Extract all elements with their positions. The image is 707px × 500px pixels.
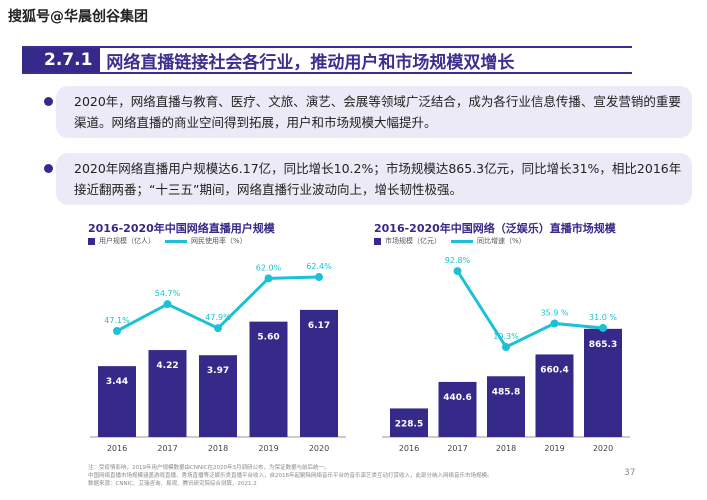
bar (438, 381, 477, 437)
bar-label: 4.22 (156, 361, 178, 371)
legend-bar-swatch (374, 237, 381, 245)
page-title: 网络直播链接社会各行业，推动用户和市场规模双增长 (106, 52, 515, 73)
bar (300, 309, 338, 437)
watermark: 搜狐号@华晨创谷集团 (8, 9, 148, 25)
legend-line-swatch (165, 239, 187, 243)
line-point (163, 300, 172, 309)
line-label: 35.9 % (541, 308, 569, 317)
bar-label: 440.6 (443, 393, 471, 403)
x-tick-label: 2019 (258, 444, 278, 453)
footnote: 中国网络直播市场规模涵盖游戏直播、秀场直播等泛娱乐类直播平台收入，自2018年起… (88, 473, 493, 479)
footnotes: 注：受疫情影响，2019年用户规模数据由CNNIC在2020年3月调研公布，为保… (88, 464, 608, 488)
legend-bar-label: 用户规模（亿人） (99, 237, 155, 245)
x-tick-label: 2019 (544, 444, 564, 453)
line-point (113, 327, 121, 335)
legend-line-label: 网民使用率（%） (191, 237, 247, 245)
x-tick-label: 2016 (107, 444, 127, 453)
line-point (315, 272, 323, 281)
bullet-2: 2020年网络直播用户规模达6.17亿，同比增长10.2%；市场规模达865.3… (44, 153, 692, 205)
x-tick-label: 2020 (309, 444, 329, 453)
line-series (456, 270, 604, 349)
chart-title-market: 2016-2020年中国网络（泛娱乐）直播市场规模 (374, 222, 616, 235)
line-point (502, 343, 510, 351)
bar-label: 3.44 (106, 377, 128, 387)
line-label: 47.9% (205, 313, 231, 322)
line-label: 62.4% (306, 262, 332, 271)
legend-bar-label: 市场规模（亿元） (385, 237, 441, 245)
bar (487, 376, 525, 437)
line-label: 31.0 % (589, 313, 617, 322)
legend-market: 市场规模（亿元） 同比增速（%） (374, 236, 526, 246)
line-point (599, 323, 607, 332)
line-label: 54.7% (155, 289, 181, 298)
footnote: 数据来源：CNNIC、艾瑞咨询、易观、腾讯研究院综合测算，2021.2 (88, 481, 257, 487)
bullet-1: 2020年，网络直播与教育、医疗、文旅、演艺、会展等领域广泛结合，成为各行业信息… (44, 86, 692, 138)
legend-line-swatch (451, 239, 473, 243)
x-tick-label: 2017 (447, 444, 467, 453)
bar (249, 321, 288, 437)
line-label: 47.1% (104, 316, 130, 325)
legend-bar-swatch (88, 237, 95, 245)
bar-label: 660.4 (540, 365, 568, 375)
bar (148, 350, 187, 437)
bar-label: 485.8 (492, 387, 520, 397)
legend-line-label: 同比增速（%） (477, 237, 526, 245)
chart-title-users: 2016-2020年中国网络直播用户规模 (88, 222, 275, 235)
x-tick-label: 2020 (593, 444, 613, 453)
page-number: 37 (624, 468, 636, 478)
bar (98, 366, 136, 437)
section-header: 2.7.1 网络直播链接社会各行业，推动用户和市场规模双增长 (22, 46, 632, 74)
bar-label: 228.5 (395, 419, 423, 429)
line-point (550, 319, 559, 328)
bar-label: 3.97 (207, 366, 229, 376)
bar (199, 355, 237, 437)
x-tick-label: 2017 (157, 444, 177, 453)
bar (584, 328, 622, 437)
line-label: 62.0% (256, 263, 282, 272)
line-point (214, 324, 222, 333)
section-number: 2.7.1 (22, 48, 101, 72)
line-series (116, 275, 320, 333)
x-tick-label: 2018 (496, 444, 516, 453)
line-label: 92.8% (445, 256, 471, 265)
line-point (453, 267, 462, 276)
bar (535, 354, 574, 437)
bar-label: 5.60 (257, 333, 279, 343)
bar-label: 6.17 (308, 321, 330, 331)
line-point (264, 274, 273, 283)
footnote: 注：受疫情影响，2019年用户规模数据由CNNIC在2020年3月调研公布，为保… (88, 465, 330, 471)
bar-label: 865.3 (589, 340, 617, 350)
x-tick-label: 2018 (208, 444, 228, 453)
x-tick-label: 2016 (399, 444, 419, 453)
bar (390, 408, 428, 437)
line-label: 10.3% (493, 332, 519, 341)
legend-users: 用户规模（亿人） 网民使用率（%） (88, 236, 247, 246)
